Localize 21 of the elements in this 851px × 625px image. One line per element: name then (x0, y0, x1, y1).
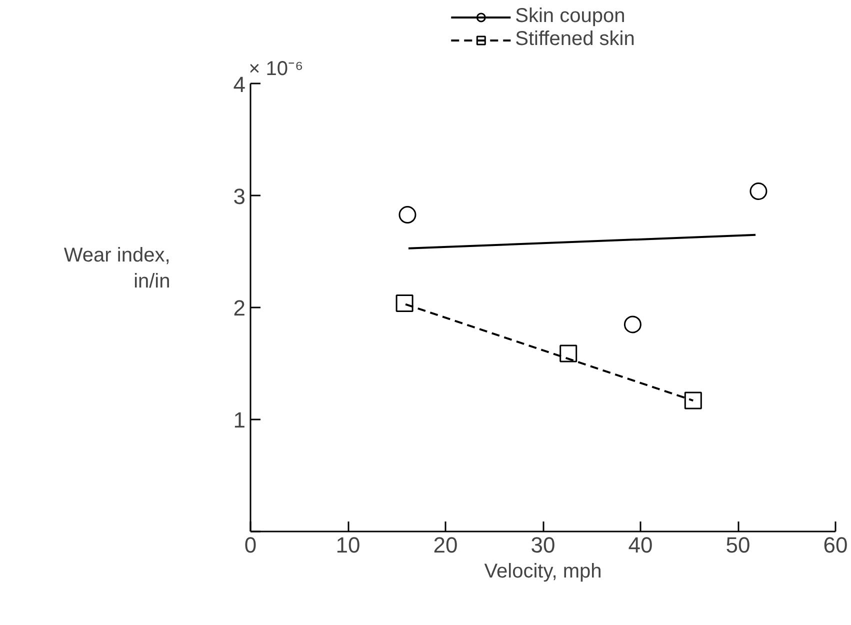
x-tick-label: 10 (336, 532, 360, 558)
y-tick-label: 4 (233, 72, 246, 97)
x-tick-label: 20 (433, 532, 458, 558)
x-tick-label: 60 (823, 532, 848, 558)
y-tick-label: 1 (233, 408, 246, 433)
point (750, 182, 768, 200)
point (560, 344, 578, 362)
point (396, 294, 414, 312)
point (624, 316, 642, 334)
y-tick-label: 2 (233, 296, 246, 321)
x-tick-label: 40 (628, 532, 653, 558)
point (398, 206, 416, 224)
x-tick-label: 0 (244, 532, 257, 558)
x-tick-label: 30 (530, 532, 556, 558)
x-tick-label: 50 (726, 532, 750, 558)
legend-label: Skin coupon (515, 5, 626, 28)
y-axis-title: Wear index, in/in (64, 244, 170, 293)
x-axis-title: Velocity, mph (484, 560, 602, 582)
legend-label: Stiffened skin (515, 28, 635, 51)
y-tick-label: 3 (233, 184, 246, 209)
point (684, 392, 702, 410)
